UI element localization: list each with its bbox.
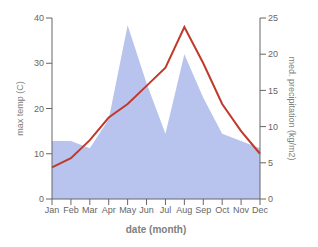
- svg-text:Jun: Jun: [139, 205, 154, 215]
- svg-text:Mar: Mar: [82, 205, 98, 215]
- svg-text:15: 15: [268, 86, 278, 96]
- svg-text:10: 10: [268, 122, 278, 132]
- svg-text:5: 5: [268, 158, 273, 168]
- svg-text:Dec: Dec: [252, 205, 269, 215]
- svg-text:max temp (C): max temp (C): [15, 81, 25, 136]
- svg-text:Apr: Apr: [102, 205, 116, 215]
- svg-text:Sep: Sep: [195, 205, 211, 215]
- svg-text:40: 40: [34, 13, 44, 23]
- svg-text:Jul: Jul: [160, 205, 172, 215]
- svg-text:med. precipitation (kg/m2): med. precipitation (kg/m2): [287, 56, 297, 160]
- svg-text:0: 0: [39, 194, 44, 204]
- svg-text:20: 20: [34, 104, 44, 114]
- svg-text:20: 20: [268, 49, 278, 59]
- svg-text:Oct: Oct: [215, 205, 230, 215]
- svg-text:10: 10: [34, 149, 44, 159]
- svg-text:30: 30: [34, 58, 44, 68]
- svg-text:Aug: Aug: [176, 205, 192, 215]
- svg-text:Nov: Nov: [233, 205, 250, 215]
- svg-text:0: 0: [268, 194, 273, 204]
- svg-text:May: May: [119, 205, 137, 215]
- svg-text:25: 25: [268, 13, 278, 23]
- svg-text:Jan: Jan: [45, 205, 60, 215]
- svg-text:date (month): date (month): [126, 224, 187, 235]
- svg-text:Feb: Feb: [63, 205, 79, 215]
